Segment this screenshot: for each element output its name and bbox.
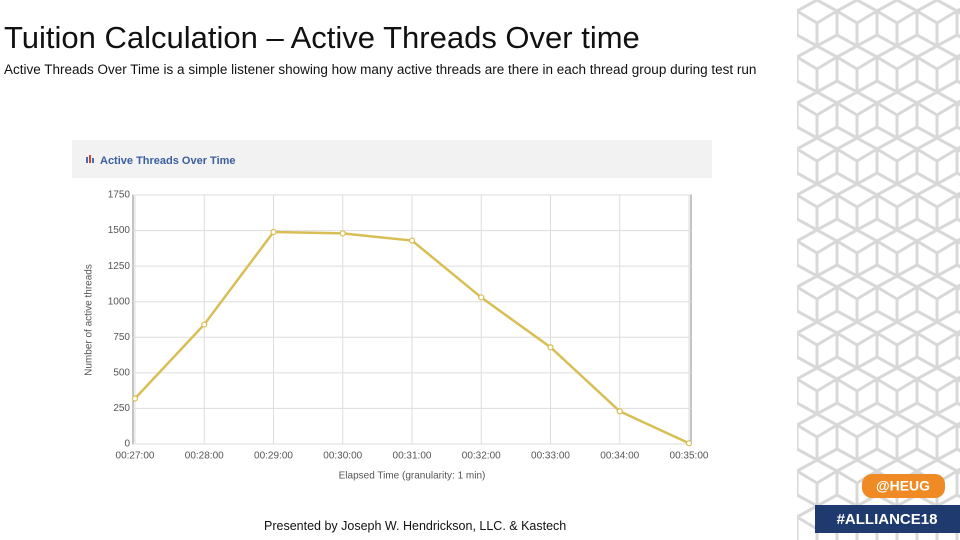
panel [72,140,712,492]
slide-footer: Presented by Joseph W. Hendrickson, LLC.… [264,519,567,533]
point [270,228,277,236]
x-tick-label: 00:27:00 [116,451,155,462]
x-tick-label: 00:31:00 [393,451,432,462]
y-tick-label: 750 [113,332,130,343]
x-tick-label: 00:30:00 [323,451,362,462]
chart-title: Active Threads Over Time [100,155,236,167]
line [134,230,690,445]
y-axis-label: Number of active threads [84,264,95,376]
tag: #ALLIANCE18 [837,511,938,528]
point [408,237,416,244]
y-tick-label: 1250 [108,261,131,272]
x-tick-label: 00:34:00 [600,451,639,462]
x-tick-label: 00:29:00 [254,451,293,462]
y-tick-label: 1000 [108,296,131,307]
point [478,294,485,301]
y-tick-label: 250 [113,403,130,414]
x-tick-label: 00:35:00 [670,451,709,462]
point [685,440,693,447]
slide-subtitle: Active Threads Over Time is a simple lis… [4,62,757,77]
x-tick-label: 00:33:00 [531,451,570,462]
point [339,230,346,237]
y-tick-label: 1750 [108,190,131,201]
y-tick-label: 1500 [108,225,131,236]
y-tick-label: 500 [113,367,130,378]
plot-area [132,194,692,445]
tag: @HEUG [876,478,930,494]
x-axis-label: Elapsed Time (granularity: 1 min) [339,471,486,482]
x-tick-label: 00:28:00 [185,451,224,462]
panel-header [72,140,712,178]
y-tick-label: 0 [124,439,130,450]
slide-title: Tuition Calculation – Active Threads Ove… [4,20,640,55]
x-tick-label: 00:32:00 [462,451,501,462]
tag-bg [862,474,945,498]
point [616,408,623,415]
point [201,321,208,328]
decor: @HEUG #ALLIANCE18 [797,0,960,540]
tag-bg [815,505,960,533]
point [131,395,139,402]
point [547,344,554,351]
